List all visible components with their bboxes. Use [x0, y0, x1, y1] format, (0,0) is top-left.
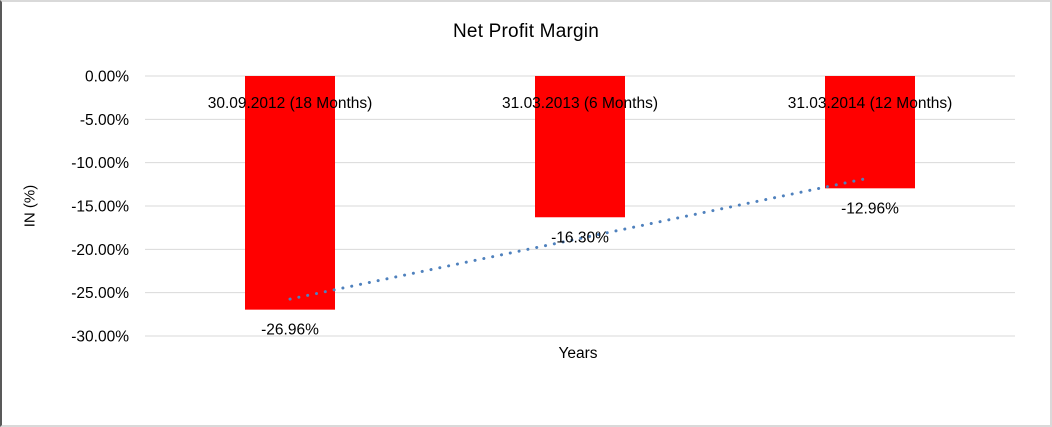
bar [825, 76, 915, 189]
bar [535, 76, 625, 218]
category-label: 30.09.2012 (18 Months) [208, 95, 373, 112]
data-label: -16.30% [551, 229, 609, 246]
chart-title: Net Profit Margin [453, 21, 599, 42]
trendline [288, 176, 872, 301]
y-tick-label: -5.00% [80, 112, 129, 129]
category-label: 31.03.2014 (12 Months) [788, 95, 953, 112]
y-tick-label: -30.00% [71, 329, 129, 346]
y-tick-label: -25.00% [71, 285, 129, 302]
data-label: -12.96% [841, 200, 899, 217]
data-label: -26.96% [261, 322, 319, 339]
y-tick-label: -10.00% [71, 155, 129, 172]
x-axis-title: Years [558, 345, 598, 362]
y-tick-label: 0.00% [85, 69, 129, 86]
category-label: 31.03.2013 (6 Months) [502, 95, 658, 112]
y-tick-label: -20.00% [71, 242, 129, 259]
y-tick-label: -15.00% [71, 199, 129, 216]
bar [245, 76, 335, 310]
